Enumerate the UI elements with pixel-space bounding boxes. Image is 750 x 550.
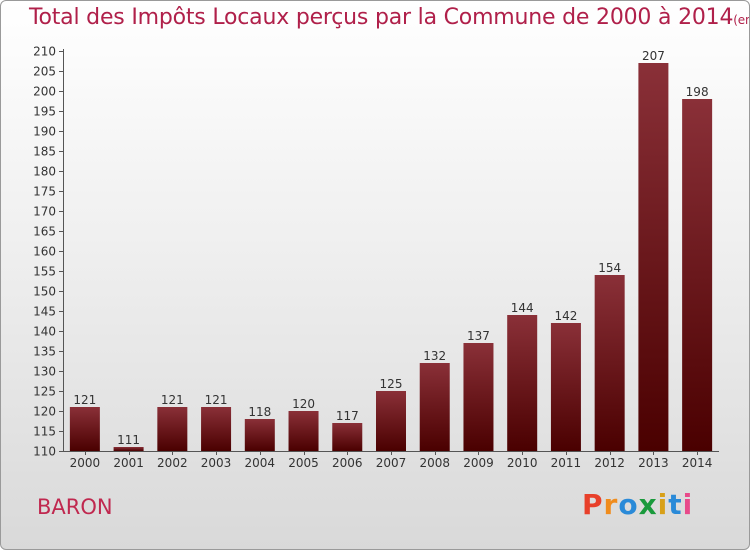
bar-value-label: 125	[380, 377, 403, 391]
y-tick-label: 135	[33, 345, 56, 359]
bar	[376, 391, 406, 451]
bar	[244, 419, 275, 451]
bar-value-label: 118	[248, 405, 271, 419]
bar	[463, 343, 494, 451]
bar-value-label: 132	[423, 349, 446, 363]
y-tick-label: 115	[33, 425, 56, 439]
logo-letter: i	[657, 488, 669, 521]
y-tick-label: 120	[33, 405, 56, 419]
y-tick-label: 205	[33, 65, 56, 79]
x-tick-label: 2006	[332, 456, 363, 470]
y-tick-label: 200	[33, 85, 56, 99]
bar	[638, 63, 669, 451]
logo-letter: o	[618, 488, 639, 521]
bar-value-label: 154	[598, 261, 621, 275]
x-tick-label: 2000	[70, 456, 101, 470]
x-tick-label: 2012	[594, 456, 625, 470]
x-tick-label: 2004	[245, 456, 276, 470]
bar-value-label: 121	[205, 393, 228, 407]
x-tick-label: 2009	[463, 456, 494, 470]
y-tick-label: 195	[33, 105, 56, 119]
bar-value-label: 137	[467, 329, 490, 343]
x-tick-label: 2007	[376, 456, 407, 470]
y-tick-label: 145	[33, 305, 56, 319]
bar-value-label: 121	[73, 393, 96, 407]
chart-title: Total des Impôts Locaux perçus par la Co…	[29, 5, 749, 30]
bar	[113, 447, 144, 451]
x-tick-label: 2008	[419, 456, 450, 470]
bar	[69, 407, 100, 451]
y-tick-label: 165	[33, 225, 56, 239]
bar-value-label: 198	[686, 85, 709, 99]
x-tick-label: 2013	[638, 456, 669, 470]
bar-value-label: 144	[511, 301, 534, 315]
y-tick-label: 125	[33, 385, 56, 399]
y-tick-label: 185	[33, 145, 56, 159]
bar	[157, 407, 188, 451]
bar	[682, 99, 713, 451]
logo-letter: t	[668, 488, 683, 521]
x-tick-label: 2005	[288, 456, 319, 470]
y-tick-label: 175	[33, 185, 56, 199]
y-tick-label: 140	[33, 325, 56, 339]
bar	[288, 411, 319, 451]
chart-title-unit: (en milliers d'€)	[733, 13, 749, 27]
bar	[550, 323, 581, 451]
bar	[201, 407, 232, 451]
logo-letter: r	[603, 488, 619, 521]
bar-value-label: 120	[292, 397, 315, 411]
bar-value-label: 111	[117, 433, 140, 447]
x-tick-label: 2010	[507, 456, 538, 470]
y-tick-label: 170	[33, 205, 56, 219]
y-tick-label: 180	[33, 165, 56, 179]
bar	[332, 423, 363, 451]
bar-value-label: 121	[161, 393, 184, 407]
y-tick-label: 210	[33, 45, 56, 59]
commune-name: BARON	[37, 495, 113, 519]
logo-letter: P	[582, 488, 604, 521]
x-tick-label: 2001	[113, 456, 144, 470]
y-tick-label: 130	[33, 365, 56, 379]
logo-letter: x	[638, 488, 658, 521]
bar-value-label: 117	[336, 409, 359, 423]
y-tick-label: 150	[33, 285, 56, 299]
x-tick-label: 2011	[551, 456, 582, 470]
logo-letter: i	[682, 488, 694, 521]
x-tick-label: 2003	[201, 456, 232, 470]
y-tick-label: 110	[33, 445, 56, 459]
y-tick-label: 190	[33, 125, 56, 139]
proxiti-logo: Proxiti	[582, 488, 693, 521]
bar	[594, 275, 625, 451]
bar-value-label: 207	[642, 49, 665, 63]
chart-title-main: Total des Impôts Locaux perçus par la Co…	[29, 5, 734, 30]
bar-value-label: 142	[554, 309, 577, 323]
x-tick-label: 2014	[682, 456, 713, 470]
bar	[419, 363, 450, 451]
y-tick-label: 155	[33, 265, 56, 279]
y-tick-label: 160	[33, 245, 56, 259]
bar	[507, 315, 538, 451]
x-tick-label: 2002	[157, 456, 188, 470]
